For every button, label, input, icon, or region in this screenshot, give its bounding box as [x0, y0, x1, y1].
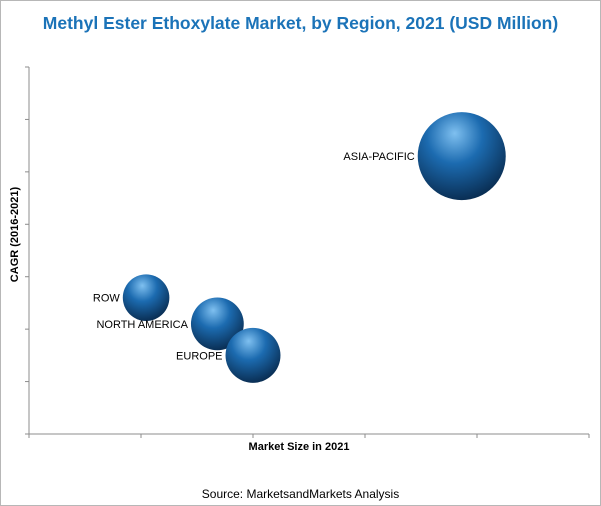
- bubble-label: ASIA-PACIFIC: [343, 151, 414, 163]
- y-axis-label: CAGR (2016-2021): [9, 186, 21, 282]
- bubble-europe: [225, 327, 281, 383]
- y-axis-ticks: [25, 66, 29, 435]
- x-axis-ticks: [28, 434, 590, 438]
- chart-title: Methyl Ester Ethoxylate Market, by Regio…: [42, 13, 559, 33]
- x-axis-label: Market Size in 2021: [249, 441, 350, 453]
- bubble-label: EUROPE: [176, 350, 222, 362]
- bubble-row: [122, 274, 170, 321]
- bubble-label: ROW: [93, 293, 121, 305]
- bubbles: [122, 112, 506, 383]
- source-note: Source: MarketsandMarkets Analysis: [201, 487, 400, 501]
- bubble-north-america: [190, 297, 244, 351]
- bubble-label: NORTH AMERICA: [96, 319, 188, 331]
- bubble-labels: ASIA-PACIFIC ROW NORTH AMERICA EUROPE: [93, 151, 415, 362]
- bubble-asia-pacific: [417, 112, 506, 201]
